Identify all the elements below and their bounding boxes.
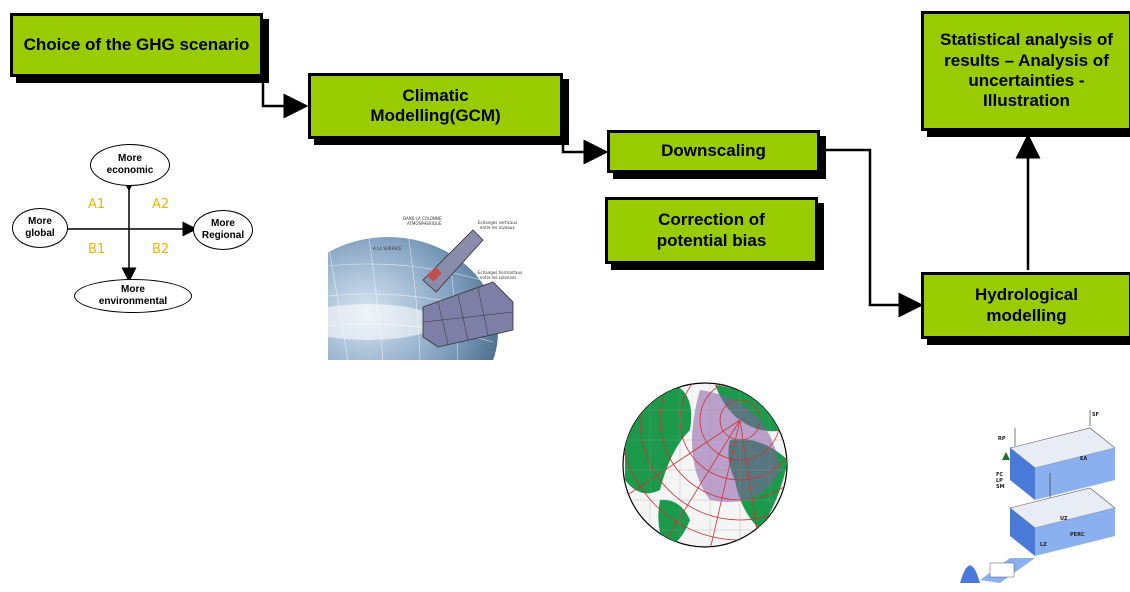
scenario-right-ellipse: More Regional (193, 210, 253, 250)
scenario-right-label: More Regional (201, 217, 245, 242)
svg-text:PERC: PERC (1070, 532, 1085, 538)
hydrological-modelling-box: Hydrological modelling (921, 272, 1130, 339)
gcm-box: Climatic Modelling(GCM) (308, 73, 563, 139)
scenario-top-ellipse: More economic (90, 144, 170, 186)
ghg-scenario-box: Choice of the GHG scenario (10, 13, 263, 77)
svg-text:FC: FC (996, 472, 1003, 478)
quadrant-a2: A2 (152, 197, 170, 212)
svg-text:RP: RP (998, 436, 1006, 442)
downscaling-label: Downscaling (661, 141, 766, 161)
downscaling-box: Downscaling (607, 130, 820, 173)
quadrant-a1: A1 (88, 197, 106, 212)
gcm-label: Climatic Modelling(GCM) (370, 85, 501, 125)
svg-text:LZ: LZ (1040, 542, 1047, 548)
svg-text:EA: EA (1080, 456, 1087, 462)
svg-text:SF: SF (1092, 412, 1099, 418)
arrow-gcm-to-downscaling (561, 119, 609, 165)
ghg-scenario-label: Choice of the GHG scenario (23, 34, 250, 54)
svg-text:ATMOSPHERIQUE: ATMOSPHERIQUE (407, 221, 442, 226)
svg-text:Echanges horizontaux: Echanges horizontaux (478, 270, 523, 275)
bias-correction-label: Correction of potential bias (656, 210, 767, 250)
scenario-bottom-label: More environmental (98, 283, 168, 308)
arrow-downscaling-to-hydro (820, 148, 924, 318)
scenario-bottom-ellipse: More environmental (74, 279, 192, 313)
regional-grid-globe (622, 382, 788, 548)
svg-text:entre les niveaux: entre les niveaux (480, 225, 515, 230)
svg-text:SM: SM (996, 484, 1005, 490)
statistical-analysis-box: Statistical analysis of results – Analys… (921, 11, 1130, 131)
scenario-top-label: More economic (106, 152, 154, 177)
svg-text:Echanges verticaux: Echanges verticaux (478, 220, 518, 225)
quadrant-b2: B2 (152, 242, 170, 257)
arrow-ghg-to-gcm (261, 77, 309, 119)
bias-correction-box: Correction of potential bias (605, 197, 818, 264)
svg-text:LP: LP (996, 478, 1003, 484)
svg-text:UZ: UZ (1060, 516, 1068, 522)
svg-text:DANS LA COLONNE: DANS LA COLONNE (403, 216, 442, 221)
hydrological-modelling-label: Hydrological modelling (975, 285, 1078, 325)
svg-text:entre les colonnes: entre les colonnes (480, 275, 517, 280)
quadrant-b1: B1 (88, 242, 106, 257)
statistical-analysis-label: Statistical analysis of results – Analys… (940, 30, 1113, 111)
scenario-left-ellipse: More global (12, 208, 68, 248)
scenario-left-label: More global (25, 215, 55, 240)
svg-text:A LA SURFACE: A LA SURFACE (373, 246, 402, 251)
